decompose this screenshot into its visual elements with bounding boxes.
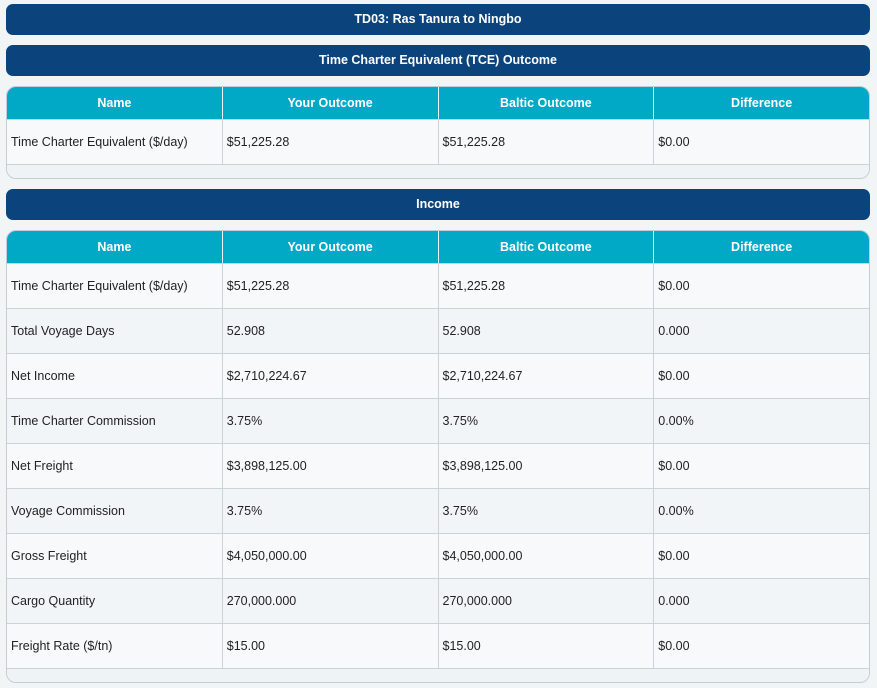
section-title: Income <box>6 189 870 220</box>
table-cell: Time Charter Equivalent ($/day) <box>7 264 223 308</box>
column-header: Name <box>7 87 223 119</box>
table: Name Your Outcome Baltic Outcome Difference… <box>6 86 870 179</box>
table-cell: 3.75% <box>223 489 439 533</box>
column-header: Difference <box>731 96 793 110</box>
table-cell: Total Voyage Days <box>7 309 223 353</box>
table-cell: Time Charter Equivalent ($/day) <box>7 120 223 164</box>
table-cell: $4,050,000.00 <box>439 534 655 578</box>
table-cell: $2,710,224.67 <box>439 354 655 398</box>
section-title: Time Charter Equivalent (TCE) Outcome <box>6 45 870 76</box>
table-row: Total Voyage Days 52.908 52.908 0.000 <box>7 308 869 353</box>
table-cell: $15.00 <box>439 624 655 668</box>
table-cell: Gross Freight <box>7 534 223 578</box>
table-cell: $2,710,224.67 <box>223 354 439 398</box>
table-footer <box>7 668 869 682</box>
table: Name Your Outcome Baltic Outcome Difference… <box>6 230 870 683</box>
table-cell: $51,225.28 <box>223 264 439 308</box>
table-cell: Voyage Commission <box>7 489 223 533</box>
table-cell: 270,000.000 <box>223 579 439 623</box>
table-cell: Cargo Quantity <box>7 579 223 623</box>
table-cell: 0.00% <box>658 414 694 428</box>
table-cell: $0.00 <box>658 135 690 149</box>
table-cell: $51,225.28 <box>439 120 655 164</box>
table-cell: $0.00 <box>658 279 690 293</box>
column-header: Your Outcome <box>223 87 439 119</box>
table-footer <box>7 164 869 178</box>
table-cell: $0.00 <box>658 639 690 653</box>
table-row: Time Charter Commission 3.75% 3.75% 0.00% <box>7 398 869 443</box>
table-row: Time Charter Equivalent ($/day) $51,225.2… <box>7 119 869 164</box>
table-cell: $0.00 <box>658 459 690 473</box>
table-cell: $0.00 <box>658 369 690 383</box>
table-cell: 3.75% <box>223 399 439 443</box>
table-cell: Net Freight <box>7 444 223 488</box>
table-row: Freight Rate ($/tn) $15.00 $15.00 $0.00 <box>7 623 869 668</box>
table-row: Cargo Quantity 270,000.000 270,000.000 0.00… <box>7 578 869 623</box>
column-header: Your Outcome <box>223 231 439 263</box>
header-row: Name Your Outcome Baltic Outcome Difference <box>7 231 869 263</box>
column-header: Name <box>7 231 223 263</box>
table-row: Net Freight $3,898,125.00 $3,898,125.00 $0.… <box>7 443 869 488</box>
table-cell: 3.75% <box>439 489 655 533</box>
table-cell: $15.00 <box>223 624 439 668</box>
table-cell: $3,898,125.00 <box>439 444 655 488</box>
table-cell: 52.908 <box>439 309 655 353</box>
table-row: Net Income $2,710,224.67 $2,710,224.67 $0.0… <box>7 353 869 398</box>
table-cell: Net Income <box>7 354 223 398</box>
header-row: Name Your Outcome Baltic Outcome Difference <box>7 87 869 119</box>
table-row: Voyage Commission 3.75% 3.75% 0.00% <box>7 488 869 533</box>
table-cell: Freight Rate ($/tn) <box>7 624 223 668</box>
table-cell: $4,050,000.00 <box>223 534 439 578</box>
table-cell: $51,225.28 <box>223 120 439 164</box>
table-cell: 3.75% <box>439 399 655 443</box>
table-cell: 0.000 <box>658 594 690 608</box>
table-cell: 0.000 <box>658 324 690 338</box>
table-cell: $51,225.28 <box>439 264 655 308</box>
table-cell: 52.908 <box>223 309 439 353</box>
table-cell: $3,898,125.00 <box>223 444 439 488</box>
table-cell: $0.00 <box>658 549 690 563</box>
page-title: TD03: Ras Tanura to Ningbo <box>6 4 870 35</box>
table-cell: 0.00% <box>658 504 694 518</box>
table-cell: 270,000.000 <box>439 579 655 623</box>
table-row: Time Charter Equivalent ($/day) $51,225.2… <box>7 263 869 308</box>
column-header: Baltic Outcome <box>439 231 655 263</box>
column-header: Difference <box>731 240 793 254</box>
table-cell: Time Charter Commission <box>7 399 223 443</box>
column-header: Baltic Outcome <box>439 87 655 119</box>
table-row: Gross Freight $4,050,000.00 $4,050,000.00 $… <box>7 533 869 578</box>
